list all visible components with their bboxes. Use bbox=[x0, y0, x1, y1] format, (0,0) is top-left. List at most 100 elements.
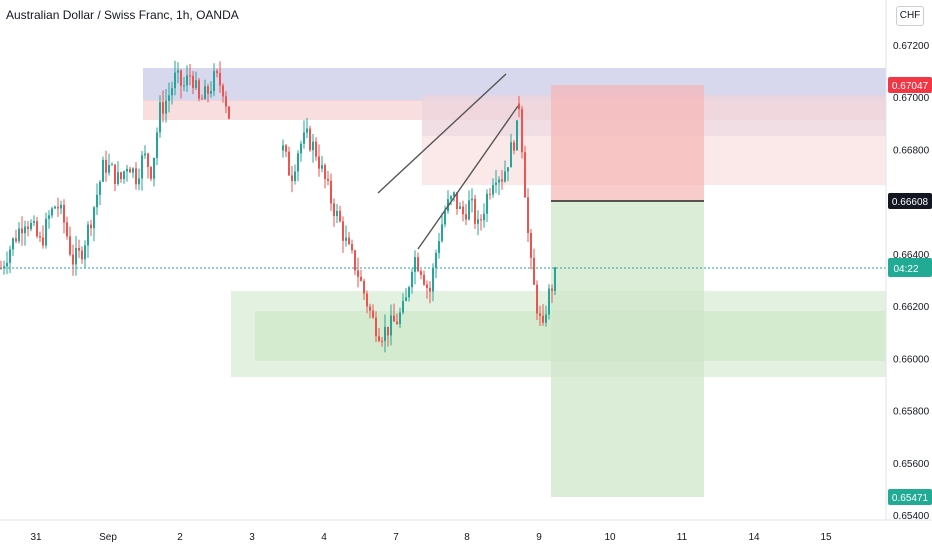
time-tick-label: 31 bbox=[30, 532, 42, 543]
candle-body bbox=[465, 214, 467, 220]
candle-body bbox=[228, 106, 230, 119]
candle bbox=[381, 336, 383, 347]
currency-button[interactable]: CHF bbox=[896, 6, 924, 26]
time-tick-label: 4 bbox=[321, 532, 327, 543]
candle-body bbox=[539, 313, 541, 316]
badge-current-price: 04:22 bbox=[888, 258, 932, 277]
candle bbox=[192, 71, 194, 95]
candle-body bbox=[174, 72, 176, 89]
candle bbox=[536, 280, 538, 321]
candle bbox=[291, 165, 293, 193]
candle-body bbox=[360, 276, 362, 281]
candle bbox=[189, 63, 191, 86]
time-axis[interactable]: 31 Sep 2 3 4 7 8 9 10 11 14 15 bbox=[30, 532, 832, 543]
candle-body bbox=[417, 257, 419, 272]
short-position-stop-area[interactable] bbox=[551, 85, 704, 201]
candle bbox=[474, 194, 476, 229]
candle bbox=[195, 71, 197, 91]
candle bbox=[468, 190, 470, 221]
candle bbox=[183, 76, 185, 91]
price-tick-label: 0.66000 bbox=[893, 354, 930, 365]
price-axis[interactable]: 0.672000.670000.668000.666000.664000.662… bbox=[893, 41, 930, 522]
candle bbox=[483, 203, 485, 228]
price-tick-label: 0.66400 bbox=[893, 250, 930, 261]
candle bbox=[174, 60, 176, 96]
candle-body bbox=[189, 75, 191, 77]
candle-body bbox=[375, 317, 377, 337]
candle-body bbox=[186, 75, 188, 86]
candle bbox=[111, 162, 113, 166]
candle bbox=[219, 61, 221, 93]
candle bbox=[495, 169, 497, 194]
candle bbox=[33, 215, 35, 226]
time-tick-label: 10 bbox=[604, 532, 616, 543]
candle bbox=[539, 305, 541, 326]
candle bbox=[48, 210, 50, 229]
candle bbox=[336, 203, 338, 223]
short-position-target-area[interactable] bbox=[551, 201, 704, 497]
candle bbox=[369, 303, 371, 319]
candle-body bbox=[51, 208, 53, 216]
candle-body bbox=[351, 244, 353, 251]
candle bbox=[108, 153, 110, 176]
candle-body bbox=[105, 159, 107, 173]
candle-body bbox=[159, 102, 161, 133]
candle-body bbox=[168, 95, 170, 101]
candle-body bbox=[177, 70, 179, 73]
candle-body bbox=[429, 287, 431, 292]
candle-body bbox=[96, 194, 98, 208]
candle-body bbox=[480, 219, 482, 221]
candle bbox=[339, 205, 341, 223]
candle-body bbox=[207, 86, 209, 94]
candle bbox=[402, 293, 404, 315]
candle bbox=[554, 267, 556, 296]
candle bbox=[459, 202, 461, 210]
badge-entry-price-label: 0.66608 bbox=[892, 197, 929, 208]
candle-body bbox=[114, 164, 116, 184]
candle bbox=[27, 221, 29, 237]
badge-target-price-label: 0.65471 bbox=[892, 493, 929, 504]
candle-body bbox=[438, 241, 440, 253]
candle-body bbox=[30, 222, 32, 230]
candle-body bbox=[372, 310, 374, 318]
candle bbox=[129, 166, 131, 173]
candle bbox=[15, 229, 17, 244]
candle bbox=[378, 328, 380, 343]
candle bbox=[222, 83, 224, 103]
candle-body bbox=[18, 228, 20, 242]
candle-body bbox=[423, 274, 425, 285]
candle-body bbox=[521, 109, 523, 153]
candle bbox=[153, 157, 155, 187]
candle-body bbox=[39, 236, 41, 238]
candle-body bbox=[518, 103, 520, 110]
chart-title: Australian Dollar / Swiss Franc, 1h, OAN… bbox=[6, 8, 239, 22]
candle-body bbox=[483, 213, 485, 221]
candle bbox=[147, 152, 149, 179]
candle bbox=[318, 144, 320, 177]
wedge-upper-line[interactable] bbox=[377, 73, 507, 194]
candle bbox=[435, 249, 437, 279]
candle-body bbox=[435, 252, 437, 268]
candle bbox=[225, 91, 227, 114]
candle-body bbox=[444, 211, 446, 225]
candle bbox=[87, 221, 89, 258]
candle bbox=[81, 246, 83, 264]
candle-body bbox=[183, 85, 185, 87]
candle-body bbox=[551, 288, 553, 291]
candle-body bbox=[312, 141, 314, 151]
time-tick-label: 2 bbox=[177, 532, 183, 543]
candle bbox=[102, 156, 104, 183]
candle-body bbox=[471, 198, 473, 201]
candle-body bbox=[393, 315, 395, 322]
candle bbox=[429, 281, 431, 304]
candle bbox=[177, 62, 179, 84]
time-tick-label: 9 bbox=[536, 532, 542, 543]
candle-body bbox=[333, 203, 335, 217]
candle-body bbox=[66, 222, 68, 237]
wedge-lower-line[interactable] bbox=[417, 105, 519, 250]
candle-body bbox=[554, 267, 556, 291]
candle-body bbox=[420, 271, 422, 275]
time-tick-label: 3 bbox=[249, 532, 255, 543]
candle bbox=[96, 183, 98, 215]
